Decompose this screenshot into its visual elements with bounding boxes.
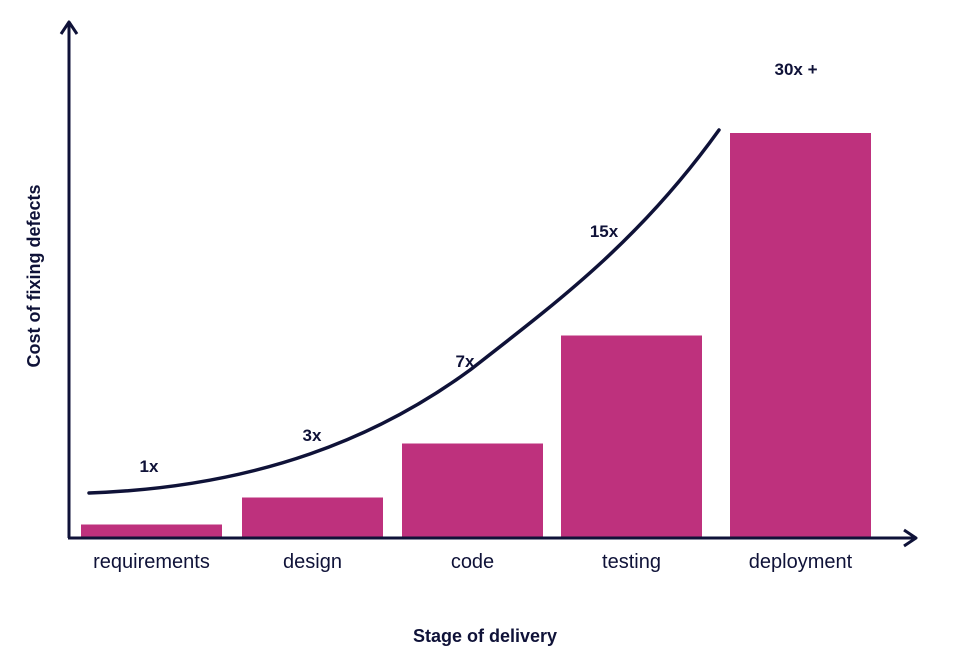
x-axis-title: Stage of delivery: [413, 626, 557, 646]
bar-code: [402, 443, 543, 538]
data-label-design: 3x: [303, 426, 322, 445]
bar-testing: [561, 335, 702, 538]
data-label-deployment: 30x +: [774, 60, 817, 79]
x-axis-arrowhead: [903, 528, 918, 548]
x-tick-label-requirements: requirements: [93, 551, 210, 573]
axes: [59, 20, 918, 548]
y-axis-title: Cost of fixing defects: [24, 184, 44, 367]
bar-design: [242, 497, 383, 538]
bar-requirements: [81, 524, 222, 538]
bar-deployment: [730, 133, 871, 538]
x-tick-label-testing: testing: [602, 551, 661, 573]
data-label-code: 7x: [456, 352, 475, 371]
x-tick-labels: requirements design code testing deployment: [93, 551, 852, 573]
x-tick-label-deployment: deployment: [749, 551, 853, 573]
x-tick-label-code: code: [451, 551, 494, 573]
data-labels: 1x 3x 7x 15x 30x +: [140, 60, 818, 476]
y-axis-arrowhead: [59, 20, 79, 35]
cost-trend-curve: [87, 128, 721, 495]
x-tick-label-design: design: [283, 551, 342, 573]
data-label-testing: 15x: [590, 222, 619, 241]
data-label-requirements: 1x: [140, 457, 159, 476]
bars-layer: [81, 133, 871, 538]
